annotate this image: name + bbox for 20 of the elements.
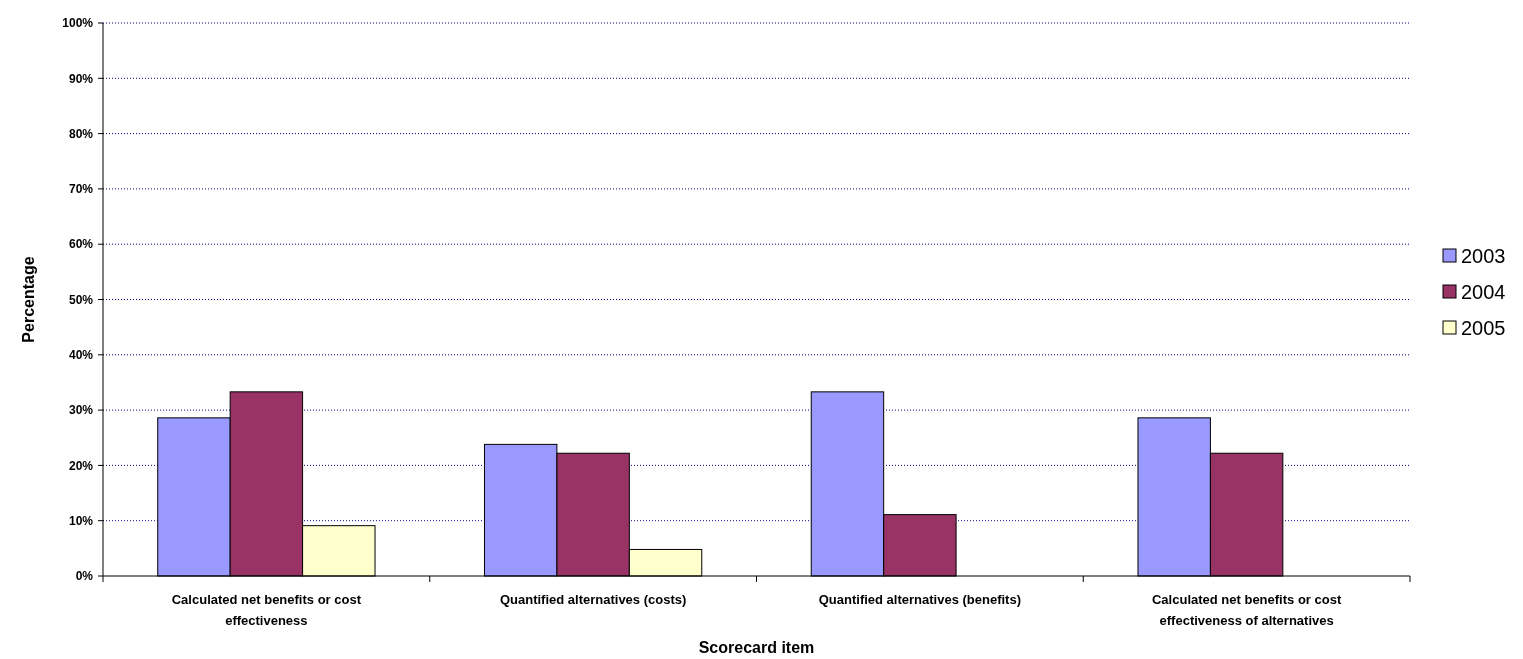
y-tick-label: 40% (68, 348, 94, 362)
y-tick-label: 70% (68, 182, 94, 197)
legend-label: 2003 (1461, 245, 1506, 267)
x-tick-label: Quantified alternatives (benefits) (818, 592, 1022, 607)
x-tick-label: Calculated net benefits or cost effectiveness (171, 592, 362, 628)
y-tick-label: 50% (68, 292, 94, 307)
x-tick-label: Quantified alternatives (costs) (499, 592, 687, 607)
y-tick-label: 30% (68, 403, 94, 418)
legend-label: 2005 (1461, 317, 1506, 339)
legend-label: 2004 (1461, 281, 1506, 303)
y-tick-label: 90% (68, 71, 94, 86)
y-tick-label: 10% (68, 513, 94, 528)
y-tick-label: 0% (75, 569, 94, 584)
y-tick-label: 20% (68, 458, 94, 473)
y-axis-title: Percentage (20, 256, 37, 343)
y-tick-label: 80% (68, 126, 94, 141)
y-tick-label: 60% (68, 237, 94, 252)
x-axis-title: Scorecard item (698, 639, 815, 656)
y-tick-label: 100% (62, 16, 94, 31)
x-tick-label: Calculated net benefits or cost effectiveness of alternatives (1151, 592, 1342, 628)
